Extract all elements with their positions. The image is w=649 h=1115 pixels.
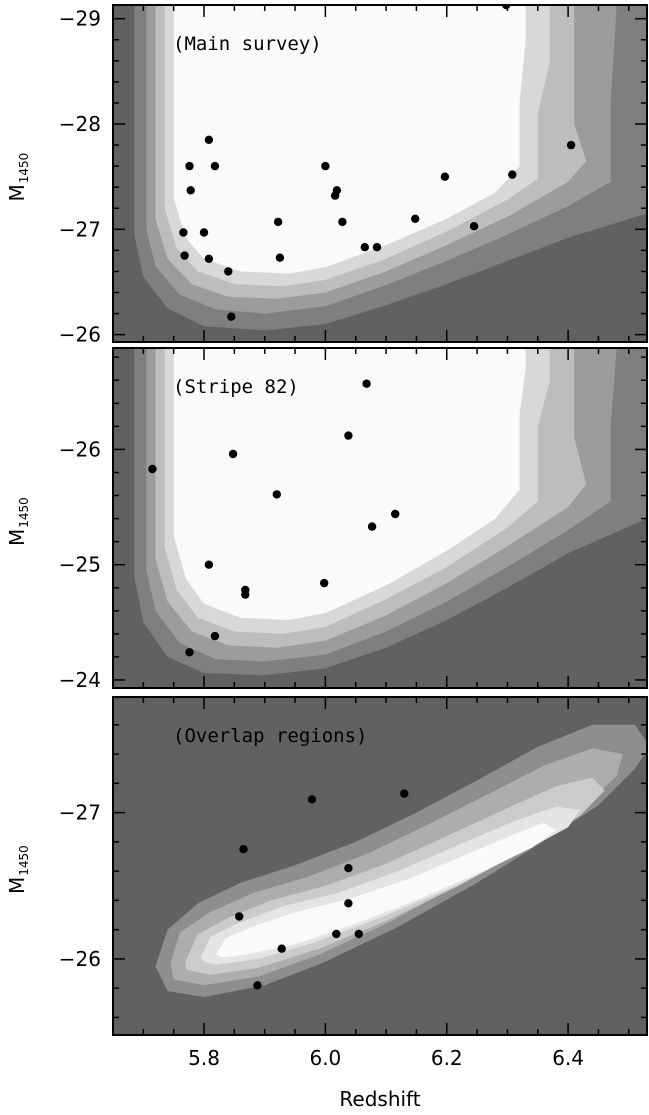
data-point: [204, 560, 214, 569]
data-point: [185, 648, 194, 657]
x-tick-label: 6.0: [309, 1046, 341, 1070]
data-point: [344, 899, 353, 908]
data-point: [354, 929, 363, 939]
data-point: [469, 222, 479, 231]
plot-frame: [112, 696, 648, 1036]
contour-level-5: [173, 348, 526, 620]
data-point: [204, 254, 214, 263]
data-point: [566, 140, 576, 150]
data-point: [411, 214, 420, 223]
data-point: [321, 161, 330, 171]
data-point: [508, 170, 517, 179]
data-point: [273, 217, 283, 227]
data-point: [148, 464, 157, 474]
data-point: [227, 312, 236, 321]
data-point: [400, 789, 409, 798]
data-point: [235, 912, 244, 921]
y-tick-label: −27: [59, 217, 101, 241]
x-tick-label: 6.4: [552, 1046, 584, 1070]
y-tick-label: −29: [59, 7, 101, 31]
data-point: [332, 186, 342, 195]
data-point: [367, 522, 377, 531]
plot-frame: [112, 4, 648, 343]
panel-main-survey: −26 −27 −28 −29 M1450 (Main survey): [5, 4, 648, 347]
data-point: [253, 981, 262, 990]
data-point: [344, 864, 353, 873]
data-point: [185, 161, 194, 171]
data-point: [307, 795, 317, 804]
y-axis-label: M1450: [5, 153, 31, 202]
y-tick-label: −28: [59, 112, 101, 136]
data-point: [344, 431, 353, 440]
contour-level-5: [173, 5, 526, 274]
x-tick-label: 5.8: [188, 1046, 220, 1070]
y-tick-label: −26: [59, 323, 101, 347]
data-point: [391, 509, 400, 519]
data-point: [277, 944, 286, 953]
panel-annotation: (Main survey): [173, 33, 322, 55]
data-point: [228, 449, 238, 459]
data-point: [272, 490, 281, 499]
data-point: [338, 217, 347, 227]
y-axis-label: M1450: [5, 497, 31, 546]
data-point: [204, 135, 214, 144]
data-point: [186, 186, 195, 195]
x-axis-label: Redshift: [339, 1087, 420, 1111]
y-tick-label: −25: [59, 553, 101, 577]
x-tick-label: 6.2: [431, 1046, 463, 1070]
panel-overlap-regions: −26 −27 5.8 6.0 6.2 6.4 M1450 (Overlap regions)…: [5, 696, 648, 1111]
contour-level-5: [216, 822, 556, 958]
data-point: [275, 253, 285, 262]
data-point: [360, 243, 369, 252]
data-point: [199, 228, 209, 237]
data-point: [320, 578, 329, 588]
data-point: [239, 845, 248, 854]
data-point: [362, 379, 371, 388]
y-tick-label: −27: [59, 801, 101, 825]
data-point: [224, 267, 233, 276]
panel-annotation: (Stripe 82): [173, 376, 299, 398]
data-point: [241, 590, 250, 599]
data-point: [502, 5, 511, 10]
y-tick-label: −26: [59, 437, 101, 461]
panel-stripe-82: −24 −25 −26 M1450 (Stripe 82): [5, 347, 648, 692]
y-tick-label: −24: [59, 668, 101, 692]
y-axis-label: M1450: [5, 845, 31, 894]
data-point: [180, 251, 189, 260]
data-point: [210, 161, 220, 171]
panel-annotation: (Overlap regions): [173, 725, 367, 747]
data-point: [332, 929, 341, 939]
data-point: [440, 172, 450, 181]
data-point: [210, 631, 220, 641]
y-tick-label: −26: [59, 947, 101, 971]
data-point: [372, 243, 382, 252]
data-point: [179, 228, 188, 237]
